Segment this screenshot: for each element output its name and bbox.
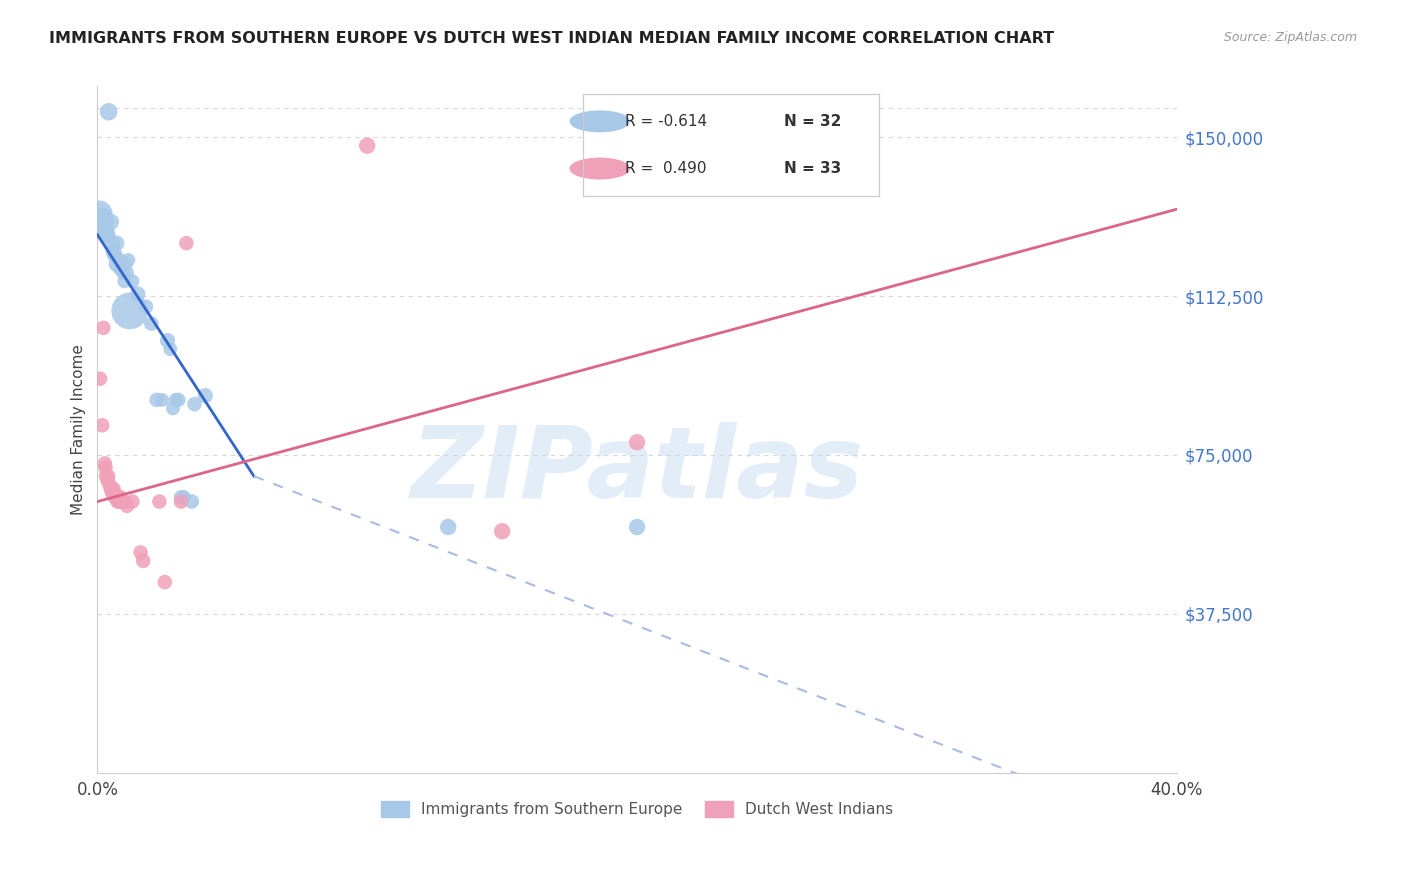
Point <box>118 304 141 318</box>
Point <box>110 261 132 276</box>
Point <box>115 266 138 280</box>
Point <box>112 274 135 288</box>
Point <box>107 491 129 505</box>
Point <box>103 486 125 500</box>
Point <box>141 317 163 331</box>
Text: R =  0.490: R = 0.490 <box>624 161 706 176</box>
Point <box>135 300 157 314</box>
Point <box>97 227 120 242</box>
Point <box>183 397 205 411</box>
Point <box>94 223 117 237</box>
Point <box>103 482 125 496</box>
Point <box>148 494 170 508</box>
Point <box>97 469 120 483</box>
Point <box>105 491 128 505</box>
Point <box>156 334 179 348</box>
Point <box>114 257 136 271</box>
Point <box>176 236 198 251</box>
Circle shape <box>571 158 630 178</box>
Point <box>101 236 124 251</box>
Point <box>150 392 173 407</box>
Point <box>108 494 131 508</box>
Point <box>127 287 149 301</box>
Point <box>94 215 117 229</box>
Point <box>112 494 135 508</box>
Point <box>129 545 152 559</box>
Point <box>94 469 117 483</box>
Point <box>93 211 115 225</box>
Point <box>108 491 131 505</box>
Point <box>94 457 117 471</box>
Point <box>108 253 131 268</box>
Point <box>100 482 122 496</box>
Text: IMMIGRANTS FROM SOUTHERN EUROPE VS DUTCH WEST INDIAN MEDIAN FAMILY INCOME CORREL: IMMIGRANTS FROM SOUTHERN EUROPE VS DUTCH… <box>49 31 1054 46</box>
Point <box>165 392 187 407</box>
Point <box>121 494 143 508</box>
Point <box>103 244 125 259</box>
Point <box>132 554 155 568</box>
Point <box>491 524 513 539</box>
Point <box>153 575 176 590</box>
Point <box>626 435 648 450</box>
Point <box>437 520 460 534</box>
Point <box>170 491 193 505</box>
Point <box>162 401 184 416</box>
Point <box>115 499 138 513</box>
Point <box>180 494 202 508</box>
Point <box>91 321 114 335</box>
Point <box>356 138 378 153</box>
Point <box>194 389 217 403</box>
Point <box>100 482 122 496</box>
Point <box>91 211 114 225</box>
Point <box>91 418 114 433</box>
Point <box>100 215 122 229</box>
Point <box>117 253 139 268</box>
Legend: Immigrants from Southern Europe, Dutch West Indians: Immigrants from Southern Europe, Dutch W… <box>375 796 898 823</box>
Point <box>96 227 118 242</box>
Y-axis label: Median Family Income: Median Family Income <box>72 344 86 515</box>
Point <box>105 236 128 251</box>
Point <box>110 491 132 505</box>
Point <box>104 249 127 263</box>
Point <box>98 477 121 491</box>
Point <box>89 372 111 386</box>
Point <box>159 342 181 356</box>
Point <box>94 460 117 475</box>
Point <box>107 494 129 508</box>
Point <box>97 474 120 488</box>
Point <box>104 491 127 505</box>
Point <box>111 266 134 280</box>
Point <box>94 223 117 237</box>
Point <box>111 494 134 508</box>
Point <box>167 392 190 407</box>
Text: N = 33: N = 33 <box>785 161 842 176</box>
Point <box>105 257 128 271</box>
Point <box>111 494 134 508</box>
Point <box>145 392 167 407</box>
Point <box>626 520 648 534</box>
Text: ZIPatlas: ZIPatlas <box>411 422 863 519</box>
Point <box>97 104 120 119</box>
Point <box>121 274 143 288</box>
Text: R = -0.614: R = -0.614 <box>624 114 707 128</box>
Point <box>101 486 124 500</box>
Circle shape <box>571 112 630 132</box>
Point <box>89 206 111 220</box>
Point <box>111 257 134 271</box>
Point <box>173 491 195 505</box>
Point <box>104 491 127 505</box>
Text: Source: ZipAtlas.com: Source: ZipAtlas.com <box>1223 31 1357 45</box>
Point <box>170 494 193 508</box>
Text: N = 32: N = 32 <box>785 114 842 128</box>
